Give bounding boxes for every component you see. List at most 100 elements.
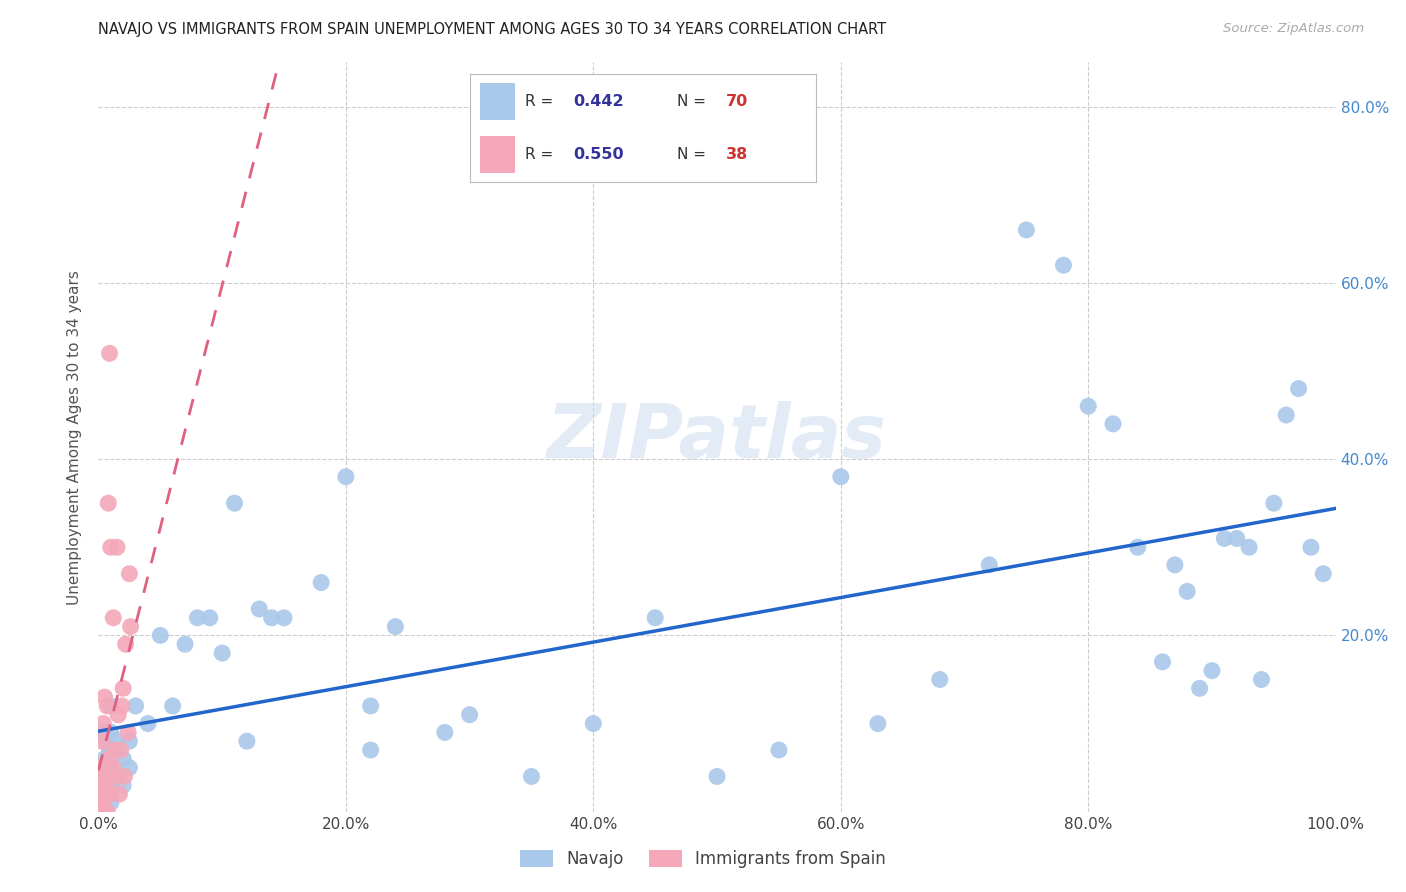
Point (93, 690, 115, 705)
Point (928, 673, 950, 687)
Point (100, 761, 122, 775)
Point (260, 611, 283, 625)
Point (979, 558, 1001, 572)
Point (866, 716, 889, 731)
Point (87, 805, 110, 819)
Point (100, 787, 122, 801)
Point (111, 698, 134, 713)
Point (120, 619, 142, 633)
Point (211, 646, 233, 660)
Point (96, 734, 118, 748)
Point (582, 716, 605, 731)
Point (1226, 532, 1249, 546)
Point (90, 796, 112, 810)
Point (93, 805, 115, 819)
Point (1288, 382, 1310, 396)
Point (105, 541, 128, 555)
Point (103, 611, 125, 625)
Point (1237, 541, 1260, 555)
Point (1250, 673, 1272, 687)
Point (247, 602, 270, 616)
Point (107, 707, 129, 722)
Point (335, 469, 357, 483)
Point (100, 698, 122, 713)
Point (1201, 664, 1223, 678)
Point (105, 769, 128, 783)
Point (89, 769, 111, 783)
Point (105, 769, 128, 783)
Point (96, 761, 118, 775)
Point (87, 787, 110, 801)
Point (236, 734, 259, 748)
Point (93, 769, 115, 783)
Point (112, 778, 135, 792)
Point (360, 698, 382, 713)
Point (1275, 408, 1298, 422)
Point (1213, 532, 1236, 546)
Point (96, 698, 118, 713)
Point (93, 716, 115, 731)
Point (1164, 558, 1187, 572)
Point (103, 743, 125, 757)
Point (768, 743, 790, 757)
Point (224, 496, 246, 510)
Point (100, 541, 122, 555)
Point (90, 761, 112, 775)
Point (98, 743, 121, 757)
Point (706, 769, 728, 783)
Point (98, 752, 121, 766)
Point (644, 611, 666, 625)
Point (91, 796, 114, 810)
Point (1015, 223, 1038, 237)
Point (186, 611, 208, 625)
Point (830, 469, 852, 483)
Text: NAVAJO VS IMMIGRANTS FROM SPAIN UNEMPLOYMENT AMONG AGES 30 TO 34 YEARS CORRELATI: NAVAJO VS IMMIGRANTS FROM SPAIN UNEMPLOY… (98, 22, 887, 37)
Point (89, 787, 111, 801)
Point (97, 496, 120, 510)
Point (89, 805, 111, 819)
Point (1299, 541, 1322, 555)
Point (117, 725, 139, 739)
Point (198, 611, 221, 625)
Point (97, 787, 120, 801)
Point (1152, 655, 1174, 669)
Point (94, 778, 117, 792)
Point (112, 752, 135, 766)
Point (100, 743, 122, 757)
Legend: Navajo, Immigrants from Spain: Navajo, Immigrants from Spain (513, 843, 893, 875)
Point (384, 619, 406, 633)
Point (1077, 399, 1099, 413)
Point (273, 611, 295, 625)
Text: Source: ZipAtlas.com: Source: ZipAtlas.com (1223, 22, 1364, 36)
Point (100, 787, 122, 801)
Point (1102, 417, 1125, 431)
Point (87, 796, 110, 810)
Point (112, 769, 135, 783)
Point (93, 787, 115, 801)
Point (1175, 584, 1198, 599)
Point (118, 566, 141, 581)
Point (96, 778, 118, 792)
Point (309, 575, 332, 590)
Point (149, 628, 172, 642)
Point (105, 734, 128, 748)
Point (1263, 496, 1285, 510)
Point (103, 761, 125, 775)
Point (118, 734, 141, 748)
Point (100, 796, 122, 810)
Point (96, 805, 118, 819)
Point (174, 637, 197, 651)
Point (114, 637, 136, 651)
Point (458, 707, 481, 722)
Point (124, 698, 146, 713)
Point (1188, 681, 1211, 696)
Point (93, 752, 115, 766)
Point (112, 681, 135, 696)
Text: ZIPatlas: ZIPatlas (547, 401, 887, 474)
Point (100, 725, 122, 739)
Point (1312, 566, 1334, 581)
Point (162, 698, 184, 713)
Point (1052, 258, 1074, 272)
Point (136, 716, 159, 731)
Point (108, 787, 131, 801)
